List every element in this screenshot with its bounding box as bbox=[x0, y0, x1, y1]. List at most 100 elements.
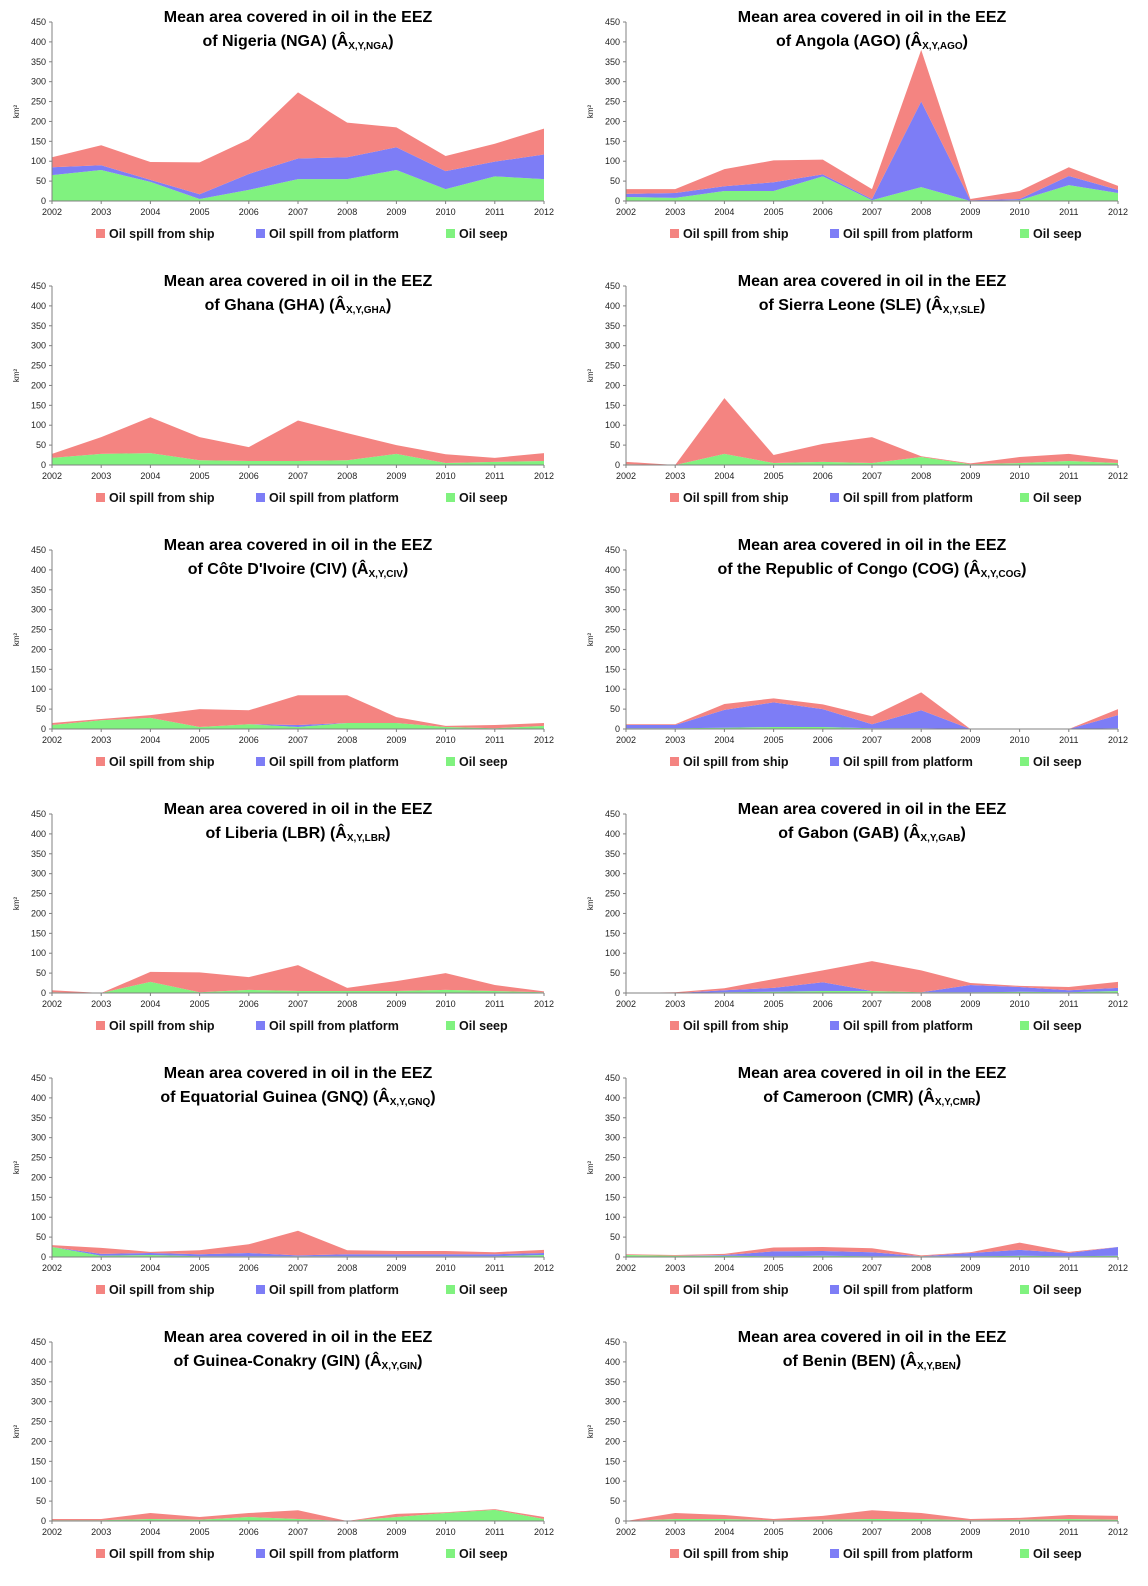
x-tick-label: 2002 bbox=[42, 735, 62, 745]
legend-label: Oil spill from ship bbox=[683, 755, 789, 769]
oil-spill-from-platform-area bbox=[52, 147, 544, 200]
legend-label: Oil seep bbox=[459, 1283, 508, 1297]
x-tick-label: 2007 bbox=[288, 999, 308, 1009]
legend-label: Oil spill from platform bbox=[843, 227, 973, 241]
y-tick-label: 450 bbox=[31, 1337, 46, 1347]
y-tick-label: 350 bbox=[605, 1113, 620, 1123]
y-tick-label: 300 bbox=[605, 605, 620, 615]
y-tick-label: 200 bbox=[31, 1436, 46, 1446]
title-close: ) bbox=[430, 1089, 435, 1106]
x-tick-label: 2008 bbox=[337, 471, 357, 481]
y-tick-label: 250 bbox=[31, 1417, 46, 1427]
y-tick-label: 450 bbox=[605, 809, 620, 819]
legend-label: Oil spill from ship bbox=[683, 491, 789, 505]
chart-title-line-2: of Cameroon (CMR) (ÂX,Y,CMR) bbox=[763, 1087, 980, 1108]
legend-swatch bbox=[1020, 1021, 1029, 1030]
title-close: ) bbox=[960, 825, 965, 842]
y-tick-label: 250 bbox=[31, 361, 46, 371]
x-tick-label: 2006 bbox=[239, 735, 259, 745]
area-chart: 0 50 100 150 200 250 300 350 400 450 2002 2003 2004 2… bbox=[586, 801, 1128, 1033]
x-tick-label: 2007 bbox=[862, 1263, 882, 1273]
legend-label: Oil spill from platform bbox=[269, 755, 399, 769]
title-close: ) bbox=[403, 561, 408, 578]
x-tick-label: 2009 bbox=[960, 999, 980, 1009]
x-tick-label: 2005 bbox=[764, 1527, 784, 1537]
x-tick-label: 2008 bbox=[337, 735, 357, 745]
y-tick-label: 300 bbox=[31, 1397, 46, 1407]
chart-panel: 0 50 100 150 200 250 300 350 400 450 2002 2003 2004 2… bbox=[574, 792, 1148, 1056]
x-tick-label: 2004 bbox=[140, 1527, 160, 1537]
y-tick-label: 300 bbox=[31, 1133, 46, 1143]
title-subscript: X,Y,GHA bbox=[346, 305, 386, 316]
x-tick-label: 2004 bbox=[140, 471, 160, 481]
legend-label: Oil seep bbox=[459, 1019, 508, 1033]
title-main-text: of Guinea-Conakry (GIN) (Â bbox=[174, 1351, 382, 1370]
y-axis-label: km² bbox=[586, 1161, 595, 1175]
legend-swatch bbox=[256, 1285, 265, 1294]
y-tick-label: 50 bbox=[36, 968, 46, 978]
x-tick-label: 2006 bbox=[813, 471, 833, 481]
y-axis-label: km² bbox=[586, 897, 595, 911]
oil-seep-area bbox=[52, 717, 544, 729]
x-tick-label: 2006 bbox=[239, 207, 259, 217]
legend-label: Oil spill from platform bbox=[269, 1547, 399, 1561]
x-tick-label: 2007 bbox=[862, 999, 882, 1009]
x-tick-label: 2007 bbox=[288, 1263, 308, 1273]
oil-spill-from-ship-area bbox=[52, 92, 544, 195]
oil-spill-from-ship-area bbox=[626, 49, 1118, 201]
x-tick-label: 2010 bbox=[436, 207, 456, 217]
y-tick-label: 450 bbox=[605, 545, 620, 555]
legend-label: Oil seep bbox=[1033, 755, 1082, 769]
y-tick-label: 350 bbox=[605, 849, 620, 859]
x-tick-label: 2011 bbox=[1059, 471, 1078, 481]
legend-swatch bbox=[1020, 1285, 1029, 1294]
x-tick-label: 2009 bbox=[386, 1527, 406, 1537]
oil-spill-from-ship-area bbox=[626, 961, 1118, 993]
y-tick-label: 150 bbox=[605, 400, 620, 410]
x-tick-label: 2005 bbox=[764, 735, 784, 745]
y-axis-label: km² bbox=[12, 369, 21, 383]
y-axis-label: km² bbox=[12, 105, 21, 119]
title-main-text: of Equatorial Guinea (GNQ) (Â bbox=[160, 1087, 390, 1106]
y-tick-label: 350 bbox=[31, 1113, 46, 1123]
y-tick-label: 450 bbox=[605, 281, 620, 291]
chart-title-line-1: Mean area covered in oil in the EEZ bbox=[738, 537, 1007, 554]
x-tick-label: 2002 bbox=[42, 471, 62, 481]
legend-label: Oil seep bbox=[459, 755, 508, 769]
legend-swatch bbox=[670, 493, 679, 502]
y-tick-label: 50 bbox=[36, 440, 46, 450]
chart-title-line-2: of Gabon (GAB) (ÂX,Y,GAB) bbox=[778, 823, 966, 844]
x-tick-label: 2002 bbox=[616, 999, 636, 1009]
x-tick-label: 2008 bbox=[911, 1527, 931, 1537]
y-tick-label: 150 bbox=[605, 1456, 620, 1466]
x-tick-label: 2003 bbox=[91, 1527, 111, 1537]
x-tick-label: 2012 bbox=[1108, 207, 1128, 217]
chart-panel: 0 50 100 150 200 250 300 350 400 450 2002 2003 2004 2… bbox=[574, 1320, 1148, 1584]
x-tick-label: 2006 bbox=[813, 207, 833, 217]
chart-title-line-2: of Guinea-Conakry (GIN) (ÂX,Y,GIN) bbox=[174, 1351, 423, 1372]
area-chart: 0 50 100 150 200 250 300 350 400 450 2002 2003 2004 2… bbox=[12, 537, 554, 769]
area-chart: 0 50 100 150 200 250 300 350 400 450 2002 2003 2004 2… bbox=[586, 1329, 1128, 1561]
x-tick-label: 2003 bbox=[91, 471, 111, 481]
chart-title-line-2: of Liberia (LBR) (ÂX,Y,LBR) bbox=[206, 823, 391, 844]
area-chart: 0 50 100 150 200 250 300 350 400 450 2002 2003 2004 2… bbox=[586, 9, 1128, 241]
x-tick-label: 2008 bbox=[337, 999, 357, 1009]
x-tick-label: 2011 bbox=[485, 1527, 504, 1537]
title-subscript: X,Y,CMR bbox=[935, 1097, 976, 1108]
y-tick-label: 250 bbox=[605, 97, 620, 107]
x-tick-label: 2012 bbox=[534, 471, 554, 481]
y-tick-label: 200 bbox=[31, 116, 46, 126]
x-tick-label: 2003 bbox=[91, 207, 111, 217]
chart-title-line-2: of Ghana (GHA) (ÂX,Y,GHA) bbox=[205, 295, 392, 316]
x-tick-label: 2004 bbox=[140, 1263, 160, 1273]
x-tick-label: 2007 bbox=[288, 1527, 308, 1537]
legend-label: Oil seep bbox=[459, 227, 508, 241]
y-tick-label: 0 bbox=[41, 460, 46, 470]
area-chart: 0 50 100 150 200 250 300 350 400 450 2002 2003 2004 2… bbox=[12, 273, 554, 505]
title-main-text: of Liberia (LBR) (Â bbox=[206, 823, 348, 842]
y-tick-label: 400 bbox=[31, 829, 46, 839]
legend-swatch bbox=[670, 229, 679, 238]
y-tick-label: 400 bbox=[605, 301, 620, 311]
legend-swatch bbox=[830, 1285, 839, 1294]
